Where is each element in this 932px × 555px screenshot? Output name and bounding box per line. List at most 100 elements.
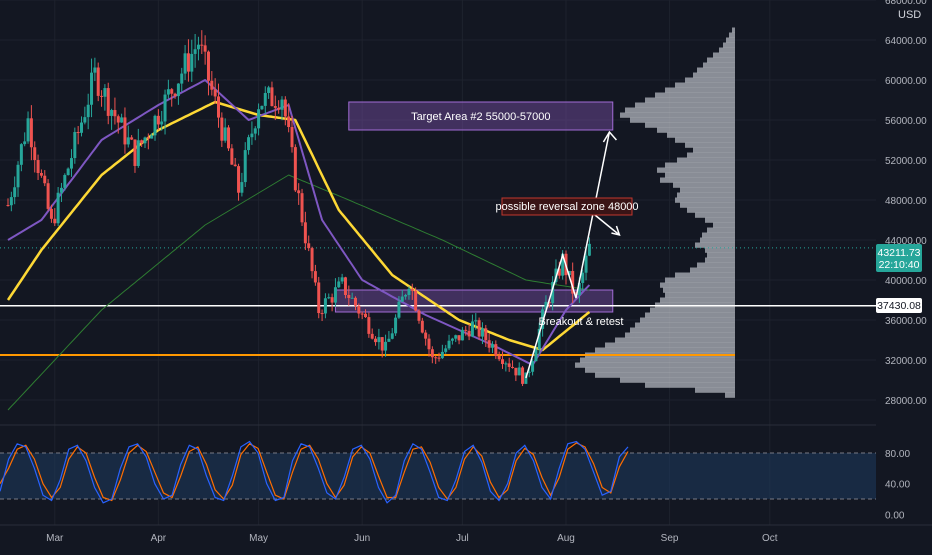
volume-profile-bar xyxy=(645,97,735,103)
volume-profile-bar xyxy=(693,147,735,153)
price-tick-label: 60000.00 xyxy=(885,76,927,87)
candle-body xyxy=(196,44,200,50)
candle-body xyxy=(237,166,241,193)
volume-profile-bar xyxy=(726,37,735,43)
stoch-d-line xyxy=(0,442,629,502)
volume-profile-bar xyxy=(663,287,735,293)
volume-profile-bar xyxy=(723,42,735,48)
time-tick-label: Oct xyxy=(762,533,778,544)
candle-body xyxy=(233,164,237,167)
candle-body xyxy=(487,340,491,348)
volume-profile-bar xyxy=(640,317,735,323)
candle-body xyxy=(364,313,368,318)
candle-body xyxy=(223,127,227,141)
candle-body xyxy=(511,366,515,368)
stoch-tick-label: 80.00 xyxy=(885,449,910,460)
candle-body xyxy=(263,92,267,106)
candle-body xyxy=(434,357,438,359)
candle-body xyxy=(497,355,501,360)
volume-profile-bar xyxy=(713,222,735,228)
candle-body xyxy=(360,313,364,315)
volume-profile-bar xyxy=(707,252,735,258)
volume-profile-bar xyxy=(719,47,735,53)
annotations: Target Area #2 55000-57000 possible reve… xyxy=(411,111,638,328)
candle-body xyxy=(287,116,291,128)
candle-body xyxy=(534,349,538,362)
candle-body xyxy=(230,148,234,165)
candle-body xyxy=(300,193,304,223)
price-tick-label: 68000.00 xyxy=(885,0,927,7)
volume-profile-bar xyxy=(665,162,735,168)
candle-body xyxy=(544,301,548,310)
candle-body xyxy=(307,243,311,249)
breakout-label[interactable]: Breakout & retest xyxy=(539,316,624,328)
volume-profile-bar xyxy=(675,272,735,278)
volume-profile-bar xyxy=(690,267,735,273)
candle-body xyxy=(454,335,458,339)
candle-body xyxy=(203,45,207,52)
volume-profile-bar xyxy=(655,92,735,98)
price-tick-label: 56000.00 xyxy=(885,116,927,127)
current-price-countdown: 22:10:40 xyxy=(879,259,920,271)
candle-body xyxy=(220,117,224,141)
candle-body xyxy=(146,137,150,139)
candle-body xyxy=(507,363,511,367)
candle-body xyxy=(490,344,494,348)
stoch-k-line xyxy=(0,440,629,504)
target-area-label: Target Area #2 55000-57000 xyxy=(411,111,550,123)
currency-indicator[interactable]: USD xyxy=(898,9,921,21)
target-area-label-group[interactable]: Target Area #2 55000-57000 xyxy=(411,111,550,123)
candle-body xyxy=(173,93,177,97)
candle-body xyxy=(156,115,160,125)
breakout-zone-zone[interactable] xyxy=(334,289,614,313)
price-tick-label: 44000.00 xyxy=(885,236,927,247)
stoch-tick-label: 0.00 xyxy=(885,510,905,521)
volume-profile-bar xyxy=(695,212,735,218)
candle-body xyxy=(581,272,585,283)
volume-profile-bar xyxy=(667,132,735,138)
time-tick-label: May xyxy=(249,533,268,544)
time-tick-label: Aug xyxy=(557,533,575,544)
time-axis: Mar Apr May Jun Jul Aug Sep Oct xyxy=(0,524,932,544)
candle-body xyxy=(123,117,127,145)
sma-long-line xyxy=(7,174,590,411)
volume-profile-bar xyxy=(657,167,735,173)
candle-body xyxy=(380,337,384,351)
volume-profile-bar xyxy=(660,177,735,183)
volume-profile-bar xyxy=(693,72,735,78)
candle-body xyxy=(186,53,190,72)
candle-body xyxy=(163,94,167,122)
candle-body xyxy=(437,357,441,359)
candle-body xyxy=(537,328,541,350)
reversal-label-box xyxy=(501,197,633,216)
candle-body xyxy=(390,333,394,339)
volume-profile-bar xyxy=(677,157,735,163)
candle-body xyxy=(39,173,43,176)
candle-body xyxy=(424,332,428,339)
support-price-value: 37430.08 xyxy=(877,300,921,312)
candle-body xyxy=(59,187,63,193)
candle-body xyxy=(367,317,371,334)
volume-profile-bar xyxy=(585,367,735,373)
volume-profile-bar xyxy=(675,197,735,203)
target-area-zone[interactable] xyxy=(348,101,614,131)
volume-profile-bar xyxy=(665,87,735,93)
candle-body xyxy=(227,127,231,149)
candle-body xyxy=(474,320,478,322)
candle-body xyxy=(343,277,347,295)
candle-body xyxy=(293,147,297,191)
candle-body xyxy=(6,205,10,206)
candle-body xyxy=(213,89,217,97)
time-tick-label: Sep xyxy=(661,533,679,544)
candle-body xyxy=(16,164,20,188)
candle-body xyxy=(140,140,144,144)
candles xyxy=(6,30,591,387)
reversal-label-group[interactable]: possible reversal zone 48000 xyxy=(495,197,639,216)
candle-body xyxy=(166,89,170,95)
candle-body xyxy=(110,110,114,116)
candle-body xyxy=(46,183,50,209)
reversal-arrowhead xyxy=(611,225,621,237)
candle-body xyxy=(190,53,194,72)
